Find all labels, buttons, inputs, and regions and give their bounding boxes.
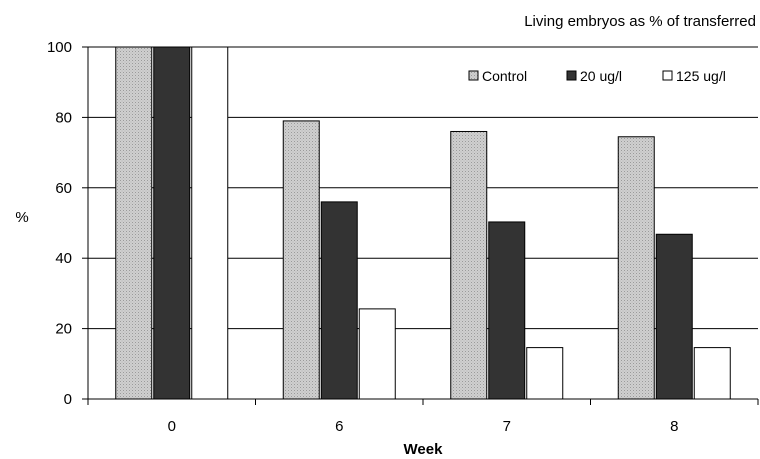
x-axis-title: Week	[404, 441, 444, 458]
bar-control	[617, 136, 655, 400]
bar-control	[115, 46, 153, 400]
x-tick-labels: 0 6 7 8	[168, 418, 679, 435]
y-tick-label: 40	[55, 250, 72, 267]
y-tick-label: 0	[64, 391, 72, 408]
bar-20-ug-l	[153, 46, 191, 400]
bar-125-ug-l	[358, 308, 396, 400]
y-axis-title: %	[15, 209, 28, 226]
y-tick-labels: 0 20 40 60 80 100	[47, 39, 72, 408]
y-tick-label: 80	[55, 109, 72, 126]
bar-125-ug-l	[693, 347, 731, 400]
bar-125-ug-l	[526, 347, 564, 400]
y-tick-label: 100	[47, 39, 72, 56]
bar-20-ug-l	[655, 233, 693, 400]
x-tick-label: 0	[168, 418, 176, 435]
legend-swatch	[662, 70, 673, 81]
x-tick-label: 8	[670, 418, 678, 435]
x-tick-label: 7	[503, 418, 511, 435]
bar-control	[282, 120, 320, 400]
legend-label: Control	[482, 68, 527, 84]
legend: Control 20 ug/l 125 ug/l	[468, 68, 726, 84]
bar-20-ug-l	[488, 221, 526, 400]
axes	[82, 46, 759, 405]
bar-control	[450, 130, 488, 400]
x-tick-label: 6	[335, 418, 343, 435]
bars	[115, 46, 731, 400]
bar-125-ug-l	[191, 46, 229, 400]
y-tick-label: 20	[55, 321, 72, 338]
bar-20-ug-l	[320, 201, 358, 400]
legend-swatch	[468, 70, 479, 81]
y-tick-label: 60	[55, 180, 72, 197]
legend-label: 20 ug/l	[580, 68, 622, 84]
legend-label: 125 ug/l	[676, 68, 726, 84]
legend-swatch	[566, 70, 577, 81]
chart-title: Living embryos as % of transferred	[524, 13, 756, 30]
